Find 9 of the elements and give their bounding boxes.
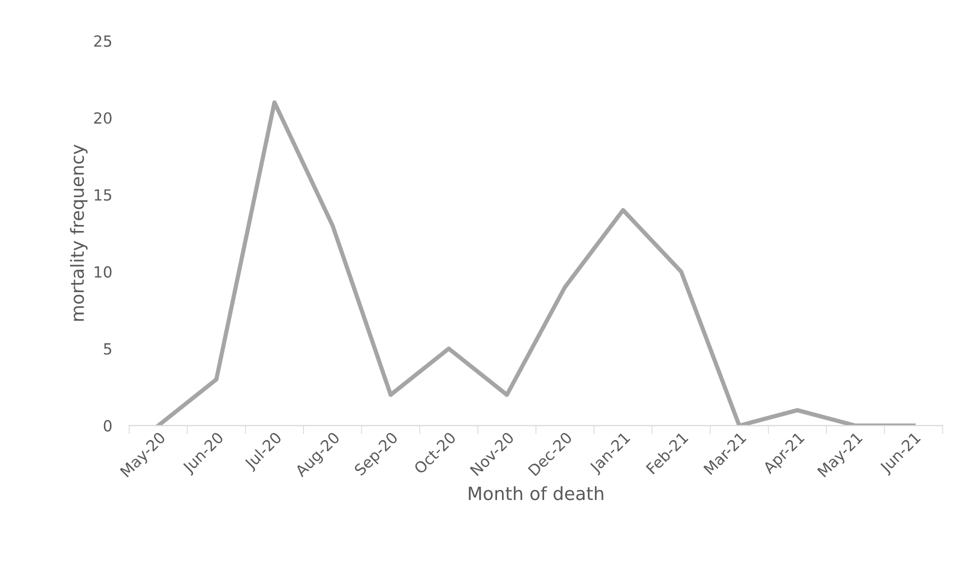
y-tick-label: 25 [94, 35, 112, 47]
line-series [156, 100, 916, 426]
x-axis-title: Month of death [468, 486, 604, 500]
y-tick-label: 20 [94, 112, 112, 124]
y-axis-title: mortality frequency [70, 144, 88, 321]
y-tick-label: 15 [94, 189, 112, 201]
y-tick-label: 5 [104, 343, 112, 355]
y-tick-label: 0 [104, 420, 112, 432]
y-tick-label: 10 [94, 266, 112, 278]
